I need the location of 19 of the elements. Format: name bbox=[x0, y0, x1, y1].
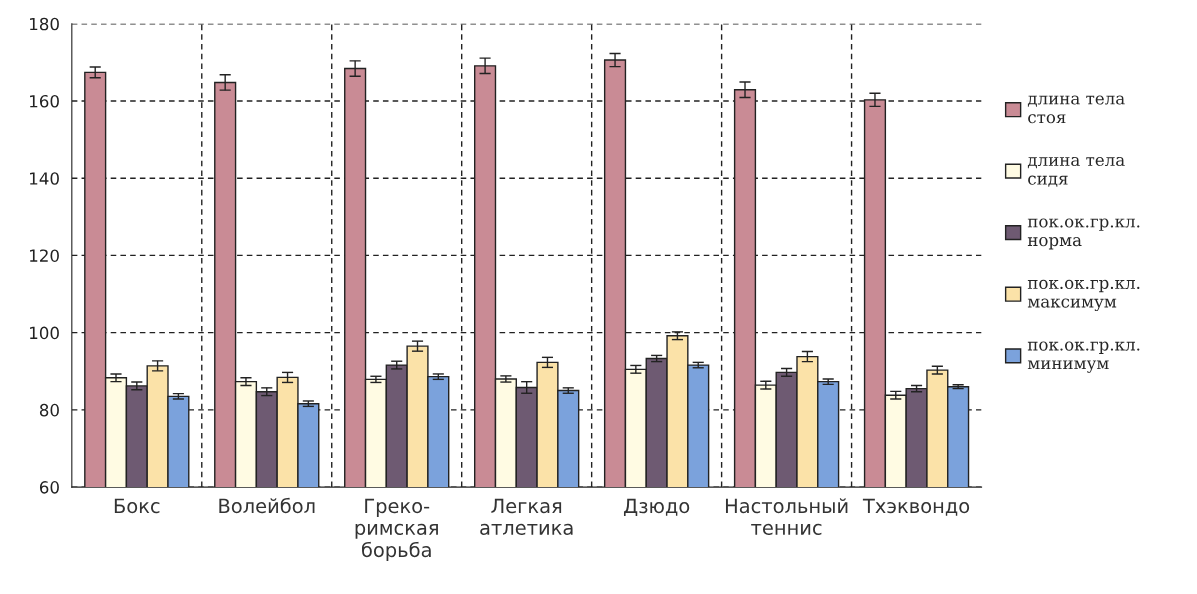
y-tick-label: 80 bbox=[39, 403, 59, 417]
x-tick-label: Дзюдо bbox=[623, 498, 690, 517]
x-tick-label: Бокс bbox=[114, 498, 160, 514]
x-tick-label: Настольный теннис bbox=[725, 498, 848, 536]
y-tick-label: 120 bbox=[30, 249, 59, 262]
y-tick-label: 140 bbox=[30, 172, 59, 185]
y-tick-label: 160 bbox=[30, 94, 59, 108]
x-tick-label: Тхэквондо bbox=[862, 498, 970, 516]
x-tick-label: Греко-римская борьба bbox=[355, 498, 438, 561]
legend-label: длина тела стоя bbox=[1027, 95, 1125, 124]
y-tick-label: 100 bbox=[30, 326, 59, 340]
y-tick-label: 180 bbox=[30, 17, 59, 31]
x-tick-label: Волейбол bbox=[219, 497, 315, 514]
legend-label: пок.ок.гр.кл. норма bbox=[1027, 218, 1140, 250]
y-tick-label: 60 bbox=[39, 481, 59, 494]
legend-label: пок.ок.гр.кл. минимум bbox=[1027, 341, 1140, 373]
legend-label: длина тела сидя bbox=[1027, 156, 1125, 187]
x-tick-label: Легкая атлетика bbox=[480, 498, 573, 536]
legend-label: пок.ок.гр.кл. максимум bbox=[1027, 279, 1140, 312]
